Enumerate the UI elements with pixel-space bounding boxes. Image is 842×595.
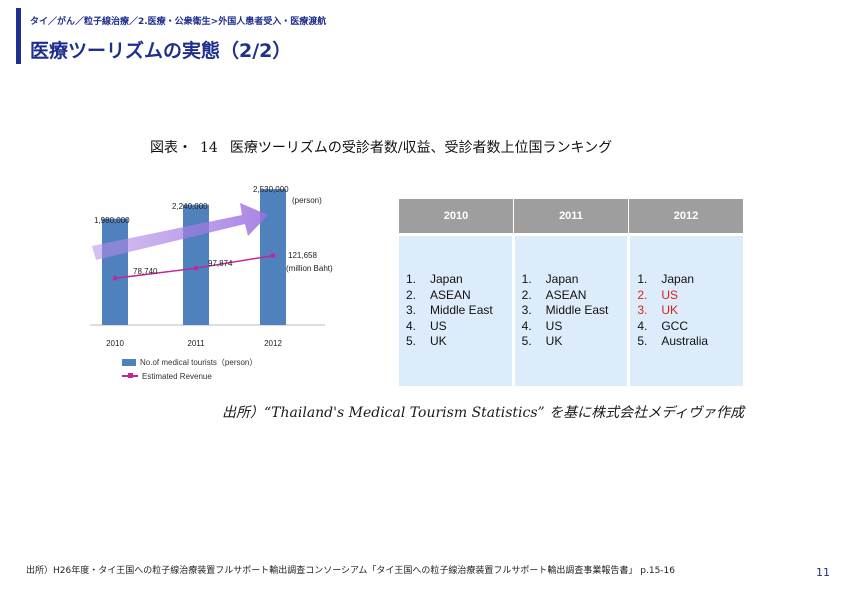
ranking-list: 1. Japan 2. US 3. UK 4. GCC 5. Australia bbox=[630, 272, 743, 350]
bar-value-label-2011: 2,240,000 bbox=[172, 202, 208, 211]
ranking-item-country: US bbox=[661, 287, 679, 302]
page-title: 医療ツーリズムの実態（2/2） bbox=[30, 40, 292, 62]
ranking-item-number: 4. bbox=[521, 318, 532, 333]
ranking-item: 4. US bbox=[406, 319, 512, 335]
ranking-item-country: UK bbox=[430, 334, 447, 348]
ranking-item-number: 1. bbox=[521, 272, 532, 286]
legend-label-revenue: Estimated Revenue bbox=[142, 371, 212, 381]
ranking-item-country: US bbox=[545, 318, 563, 333]
ranking-table: 2010 2011 2012 1. Japan 2. ASEAN 3. Middle Ea… bbox=[399, 199, 744, 387]
legend-item-tourists: No.of medical tourists（person） bbox=[122, 355, 257, 369]
figure-caption: 図表・ 14 医療ツーリズムの受診者数/収益、受診者数上位国ランキング bbox=[150, 137, 612, 157]
ranking-item-number: 5. bbox=[521, 334, 532, 348]
ranking-table-header: 2010 2011 2012 bbox=[399, 199, 743, 233]
revenue-unit-label: (million Baht) bbox=[286, 264, 333, 273]
ranking-item-country: UK bbox=[545, 334, 563, 348]
chart-legend: No.of medical tourists（person） Estimated… bbox=[122, 355, 257, 383]
ranking-item-country: UK bbox=[661, 303, 679, 317]
ranking-item-country: Japan bbox=[430, 272, 463, 286]
ranking-item: 1. Japan bbox=[637, 272, 743, 288]
revenue-value-label-2010: 78,740 bbox=[133, 267, 158, 276]
revenue-value-label-2012: 121,658 bbox=[288, 251, 317, 260]
ranking-item-number: 5. bbox=[406, 334, 417, 348]
ranking-item-country: Australia bbox=[661, 334, 709, 348]
legend-line-swatch bbox=[122, 373, 138, 378]
ranking-item-country: GCC bbox=[661, 318, 689, 333]
ranking-item-number: 4. bbox=[406, 318, 417, 333]
bar-value-label-2012: 2,530,000 bbox=[253, 185, 289, 194]
ranking-list: 1. Japan 2. ASEAN 3. Middle East 4. US 5. UK bbox=[399, 272, 512, 350]
revenue-point-2010 bbox=[113, 276, 117, 281]
figure-source-note: 出所）“Thailand's Medical Tourism Statistic… bbox=[222, 405, 745, 421]
figure-caption-text: 医療ツーリズムの受診者数/収益、受診者数上位国ランキング bbox=[229, 140, 613, 156]
ranking-item-number: 5. bbox=[637, 334, 648, 348]
ranking-item-number: 3. bbox=[406, 303, 417, 317]
tourism-chart: 1,980,000 2,240,000 2,530,000 (person) 78,74… bbox=[90, 180, 335, 385]
ranking-item-number: 2. bbox=[521, 287, 532, 302]
ranking-item: 3. Middle East bbox=[522, 303, 628, 319]
x-tick-label-2012: 2012 bbox=[264, 339, 282, 348]
ranking-item: 3. Middle East bbox=[406, 303, 512, 319]
x-tick-label-2011: 2011 bbox=[187, 339, 205, 348]
figure-caption-number: 14 bbox=[200, 140, 218, 156]
revenue-value-label-2011: 97,874 bbox=[208, 259, 233, 268]
ranking-table-body: 1. Japan 2. ASEAN 3. Middle East 4. US 5. UK 1. Jap… bbox=[399, 236, 744, 386]
ranking-item-country: Middle East bbox=[545, 303, 609, 317]
ranking-item-country: Japan bbox=[545, 272, 579, 286]
ranking-item: 1. Japan bbox=[522, 272, 628, 288]
ranking-item: 5. UK bbox=[406, 334, 512, 350]
trend-arrow bbox=[92, 203, 268, 260]
ranking-item: 2. US bbox=[637, 288, 743, 304]
ranking-list: 1. Japan 2. ASEAN 3. Middle East 4. US 5. UK bbox=[515, 272, 628, 350]
ranking-item-country: Japan bbox=[661, 272, 695, 286]
ranking-item-number: 2. bbox=[406, 287, 417, 302]
footer-source: 出所）H26年度・タイ王国への粒子線治療装置フルサポート輸出調査コンソーシアム「… bbox=[26, 566, 676, 576]
ranking-item: 5. UK bbox=[522, 334, 628, 350]
ranking-column-2010: 1. Japan 2. ASEAN 3. Middle East 4. US 5. UK bbox=[399, 236, 515, 386]
legend-item-revenue: Estimated Revenue bbox=[122, 369, 257, 383]
ranking-column-2012: 1. Japan 2. US 3. UK 4. GCC 5. Australia bbox=[630, 236, 744, 386]
revenue-point-2011 bbox=[194, 266, 198, 271]
revenue-point-2012 bbox=[271, 253, 275, 258]
ranking-year-2010: 2010 bbox=[399, 199, 514, 233]
ranking-item: 4. GCC bbox=[637, 319, 743, 335]
breadcrumb: タイ／がん／粒子線治療／2.医療・公衆衛生>外国人患者受入・医療渡航 bbox=[30, 17, 327, 27]
legend-label-tourists: No.of medical tourists（person） bbox=[140, 357, 258, 367]
bar-value-label-2010: 1,980,000 bbox=[94, 216, 130, 225]
ranking-item: 1. Japan bbox=[406, 272, 512, 288]
ranking-item: 2. ASEAN bbox=[522, 288, 628, 304]
ranking-item: 3. UK bbox=[637, 303, 743, 319]
ranking-year-2012: 2012 bbox=[673, 210, 699, 222]
page-number: 11 bbox=[816, 566, 830, 579]
x-tick-label-2010: 2010 bbox=[106, 339, 124, 348]
bar-unit-label: (person) bbox=[292, 196, 322, 205]
figure-caption-prefix: 図表・ bbox=[150, 140, 192, 156]
ranking-item-country: Middle East bbox=[430, 303, 493, 317]
ranking-item-number: 4. bbox=[637, 318, 648, 333]
ranking-item: 5. Australia bbox=[637, 334, 743, 350]
tourism-chart-svg: 1,980,000 2,240,000 2,530,000(person) 78,74… bbox=[90, 185, 333, 348]
title-accent-bar bbox=[16, 8, 21, 64]
ranking-item-number: 3. bbox=[521, 303, 532, 317]
ranking-column-2011: 1. Japan 2. ASEAN 3. Middle East 4. US 5. UK bbox=[514, 236, 631, 386]
ranking-item-country: US bbox=[430, 318, 447, 333]
legend-bar-swatch bbox=[122, 358, 136, 366]
ranking-item-country: ASEAN bbox=[545, 287, 587, 302]
ranking-item-number: 1. bbox=[637, 272, 648, 286]
ranking-item-number: 1. bbox=[406, 272, 417, 286]
ranking-item: 2. ASEAN bbox=[406, 288, 512, 304]
ranking-item-number: 3. bbox=[637, 303, 648, 317]
ranking-item-number: 2. bbox=[637, 287, 648, 302]
ranking-item: 4. US bbox=[522, 319, 628, 335]
chart-bar-2010 bbox=[102, 218, 128, 325]
ranking-item-country: ASEAN bbox=[430, 287, 471, 302]
ranking-year-2011: 2011 bbox=[514, 199, 629, 233]
